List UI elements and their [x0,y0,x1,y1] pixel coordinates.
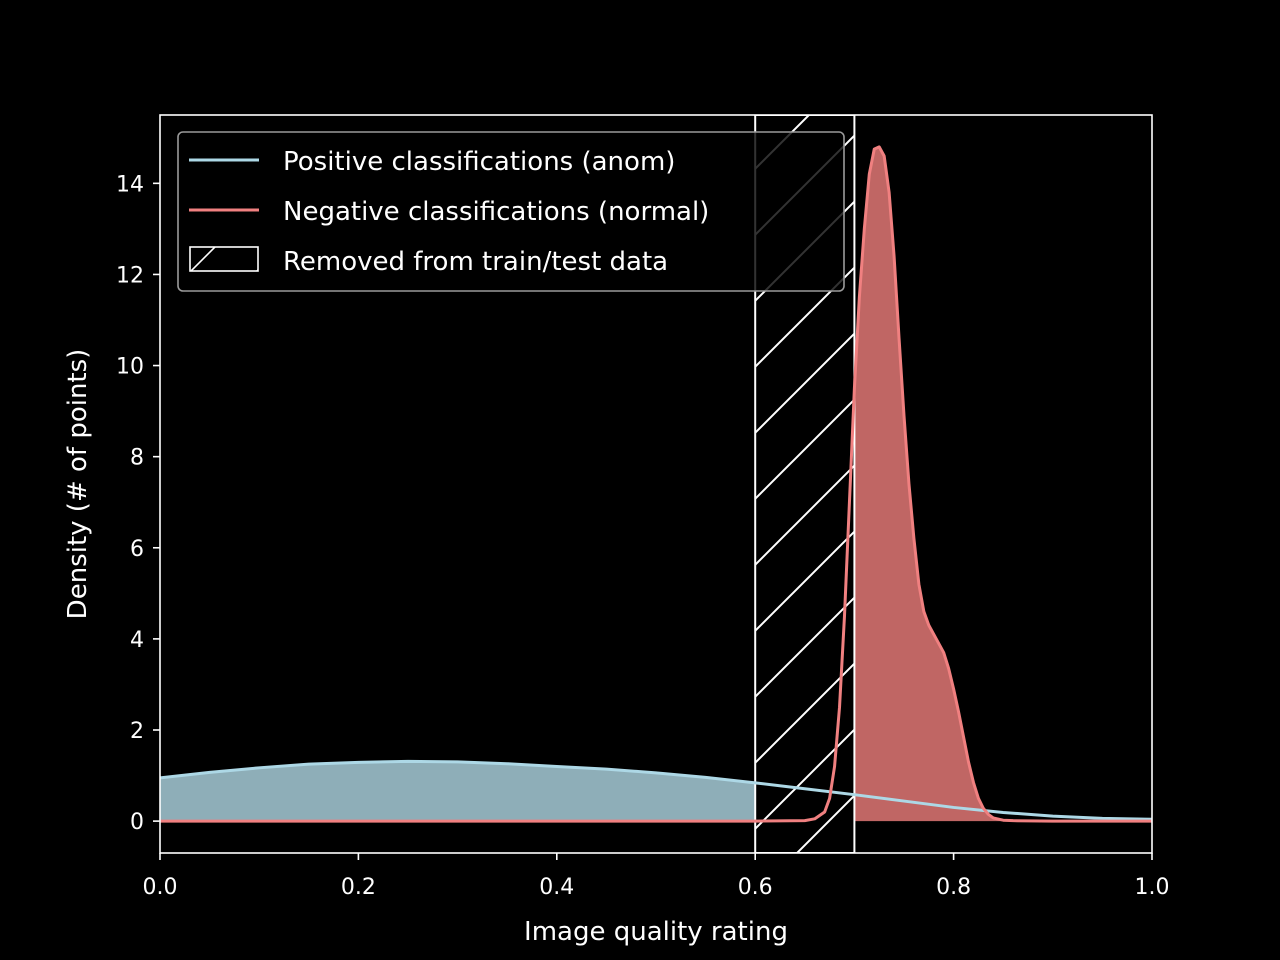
series-fill-1 [854,146,1152,822]
series-line-1 [160,145,1152,823]
y-tick-label: 2 [130,719,144,744]
plot-frame [159,114,1153,854]
x-tick-label: 0.8 [936,875,971,900]
legend-swatch-removed [189,246,259,272]
x-tick-label: 0.6 [738,875,773,900]
y-tick-label: 12 [116,263,144,288]
legend-frame [177,131,845,292]
legend: Positive classifications (anom) Negative… [177,131,845,292]
y-tick-label: 8 [130,446,144,471]
y-tick-label: 6 [130,537,144,562]
legend-label-negative: Negative classifications (normal) [283,197,709,227]
x-tick-label: 0.0 [143,875,178,900]
x-tick-label: 0.4 [539,875,574,900]
x-axis-label: Image quality rating [524,917,788,947]
y-axis: 0 2 4 6 8 10 12 14 [116,172,160,835]
y-axis-label: Density (# of points) [63,349,93,620]
series-fill-0 [160,761,756,822]
legend-label-removed: Removed from train/test data [283,247,668,277]
y-tick-label: 4 [130,628,144,653]
y-tick-label: 0 [130,810,144,835]
y-tick-label: 10 [116,355,144,380]
x-tick-label: 1.0 [1135,875,1170,900]
x-axis: 0.0 0.2 0.4 0.6 0.8 1.0 [143,853,1170,900]
y-tick-label: 14 [116,172,144,197]
legend-label-positive: Positive classifications (anom) [283,147,675,177]
x-tick-label: 0.2 [341,875,376,900]
